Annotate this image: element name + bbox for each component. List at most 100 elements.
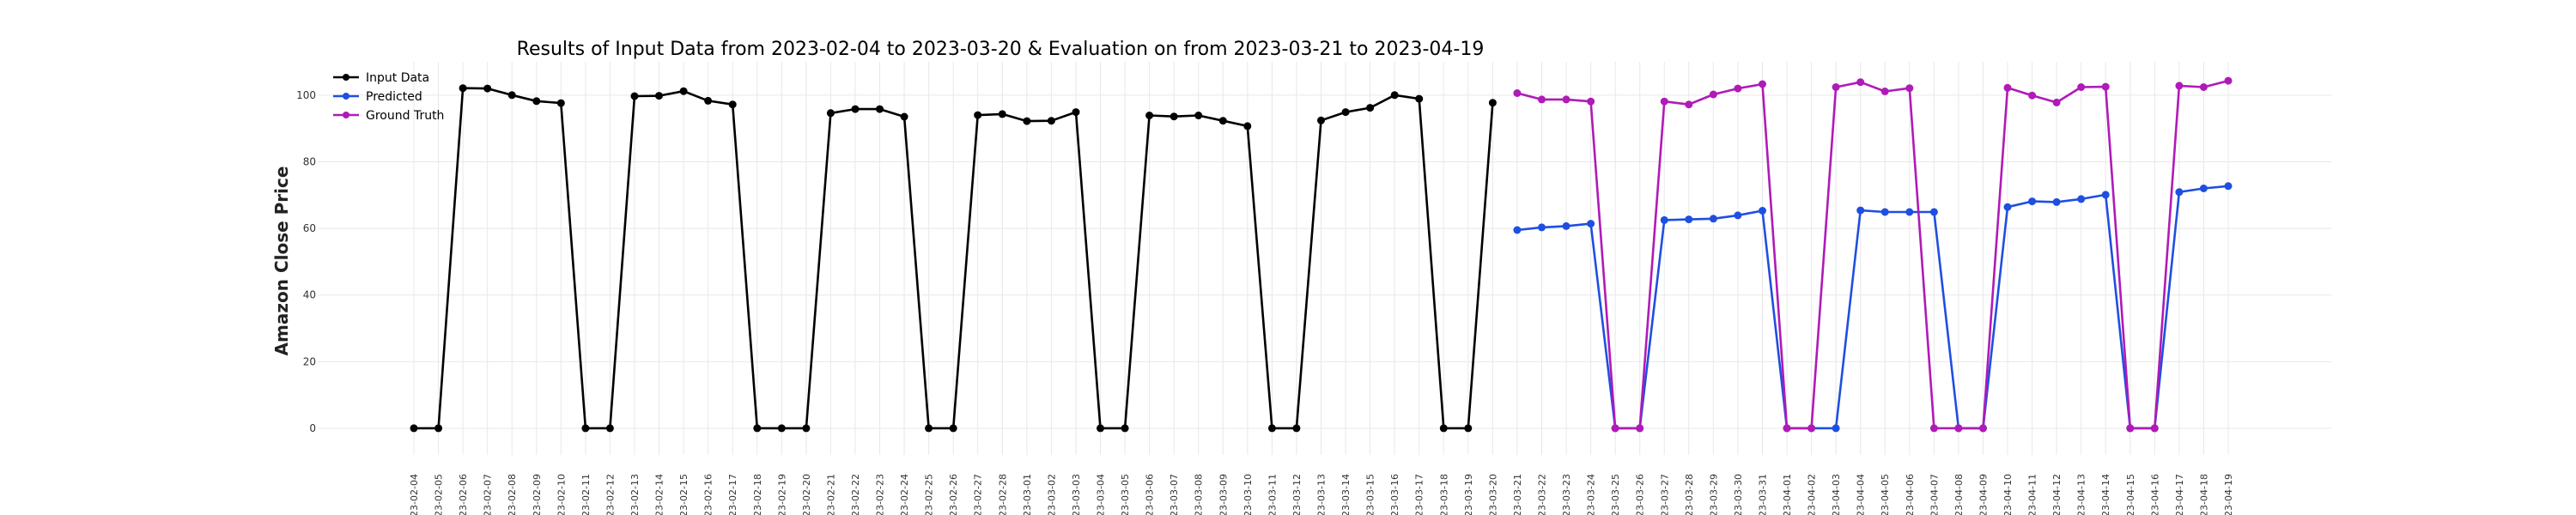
data-point-input-data (1243, 122, 1252, 130)
data-point-input-data (1390, 91, 1399, 100)
x-tick-label: 23-02-26 (948, 474, 959, 515)
legend-label-predicted: Predicted (366, 90, 422, 104)
x-tick-label: 23-02-08 (507, 474, 518, 515)
data-point-ground-truth (2052, 98, 2061, 106)
data-point-input-data (925, 424, 933, 433)
data-point-input-data (900, 112, 908, 121)
data-point-ground-truth (2101, 82, 2110, 91)
data-point-input-data (949, 424, 957, 433)
data-point-predicted (1538, 223, 1546, 232)
data-point-ground-truth (2150, 424, 2159, 433)
x-tick-label: 23-02-27 (973, 474, 984, 515)
x-tick-label: 23-03-03 (1071, 474, 1082, 515)
x-tick-label: 23-02-12 (605, 474, 616, 515)
data-point-ground-truth (1929, 424, 1938, 433)
x-tick-label: 23-02-13 (629, 474, 641, 515)
data-point-input-data (1145, 112, 1154, 119)
data-point-ground-truth (1611, 424, 1619, 433)
y-axis-ticks: 0 20 40 60 80 100 (296, 89, 316, 434)
data-point-ground-truth (2003, 83, 2012, 92)
x-tick-label: 23-03-19 (1463, 474, 1474, 515)
x-tick-label: 23-04-10 (2002, 474, 2014, 515)
data-point-input-data (1194, 112, 1203, 119)
x-tick-label: 23-02-22 (850, 474, 861, 515)
x-tick-label: 23-02-11 (580, 474, 592, 515)
x-tick-label: 23-02-23 (875, 474, 886, 515)
data-point-input-data (1218, 117, 1227, 125)
data-point-input-data (655, 92, 663, 100)
data-point-ground-truth (1832, 83, 1840, 91)
y-tick-label: 0 (309, 422, 316, 434)
x-tick-label: 23-04-07 (1929, 474, 1940, 515)
data-point-input-data (1170, 112, 1178, 121)
x-tick-label: 23-04-17 (2174, 474, 2185, 515)
series-predicted (1513, 182, 2233, 433)
x-tick-label: 23-04-11 (2027, 474, 2038, 515)
x-tick-label: 23-03-14 (1340, 474, 1352, 515)
x-tick-label: 23-03-24 (1586, 474, 1597, 515)
y-tick-label: 40 (303, 289, 316, 301)
data-point-input-data (483, 84, 492, 93)
x-tick-label: 23-03-15 (1365, 474, 1376, 515)
x-tick-label: 23-03-04 (1096, 474, 1107, 515)
data-point-input-data (1464, 424, 1473, 433)
data-point-ground-truth (2175, 82, 2184, 90)
data-point-predicted (2101, 191, 2110, 199)
data-point-ground-truth (1685, 100, 1693, 109)
y-tick-label: 80 (303, 155, 316, 167)
x-tick-label: 23-03-30 (1733, 474, 1744, 515)
x-tick-label: 23-02-25 (924, 474, 935, 515)
x-tick-label: 23-03-09 (1218, 474, 1229, 515)
x-tick-label: 23-03-07 (1169, 474, 1180, 515)
data-point-input-data (679, 87, 688, 95)
data-point-ground-truth (2077, 83, 2086, 91)
data-point-input-data (851, 105, 860, 113)
x-tick-label: 23-02-14 (654, 474, 665, 515)
data-point-predicted (1562, 221, 1571, 230)
x-tick-label: 23-04-19 (2223, 474, 2234, 515)
legend-label-ground-truth: Ground Truth (366, 109, 444, 123)
data-point-input-data (1292, 424, 1301, 433)
data-point-predicted (2028, 197, 2037, 206)
x-tick-label: 23-02-05 (434, 474, 445, 515)
data-point-ground-truth (1979, 424, 1987, 433)
data-point-predicted (1759, 207, 1766, 215)
x-tick-label: 23-02-04 (409, 474, 420, 515)
data-point-input-data (826, 109, 835, 118)
data-point-input-data (974, 111, 982, 119)
data-point-ground-truth (1880, 88, 1889, 95)
x-tick-label: 23-04-15 (2125, 474, 2136, 515)
x-tick-label: 23-03-28 (1684, 474, 1695, 515)
legend: Input Data Predicted Ground Truth (333, 71, 444, 123)
data-point-predicted (1856, 206, 1865, 215)
data-point-ground-truth (1905, 84, 1914, 93)
data-point-ground-truth (1807, 424, 1816, 433)
x-tick-label: 23-02-20 (801, 474, 812, 515)
data-point-input-data (459, 84, 467, 93)
x-tick-label: 23-02-17 (727, 474, 738, 515)
data-point-ground-truth (1636, 424, 1644, 433)
data-point-predicted (2077, 195, 2086, 203)
x-tick-label: 23-04-16 (2149, 474, 2160, 515)
x-tick-label: 23-04-04 (1856, 474, 1867, 515)
data-point-ground-truth (1709, 90, 1717, 99)
series-ground-truth (1513, 76, 2233, 433)
x-tick-label: 23-02-10 (556, 474, 567, 515)
x-tick-label: 23-02-24 (899, 474, 910, 515)
data-point-predicted (1587, 220, 1595, 228)
data-point-input-data (1097, 424, 1104, 433)
data-point-predicted (1513, 226, 1522, 234)
data-point-predicted (1660, 215, 1668, 224)
x-tick-label: 23-03-12 (1291, 474, 1303, 515)
data-point-ground-truth (1587, 97, 1595, 106)
x-tick-label: 23-02-07 (483, 474, 494, 515)
data-point-input-data (1415, 94, 1424, 103)
x-tick-label: 23-03-22 (1536, 474, 1547, 515)
x-tick-label: 23-03-13 (1316, 474, 1327, 515)
x-tick-label: 23-02-16 (703, 474, 714, 515)
y-tick-label: 60 (303, 222, 316, 234)
x-tick-label: 23-04-03 (1831, 474, 1842, 515)
data-point-input-data (532, 97, 541, 106)
legend-item-predicted: Predicted (333, 90, 422, 104)
x-tick-label: 23-04-05 (1880, 474, 1891, 515)
